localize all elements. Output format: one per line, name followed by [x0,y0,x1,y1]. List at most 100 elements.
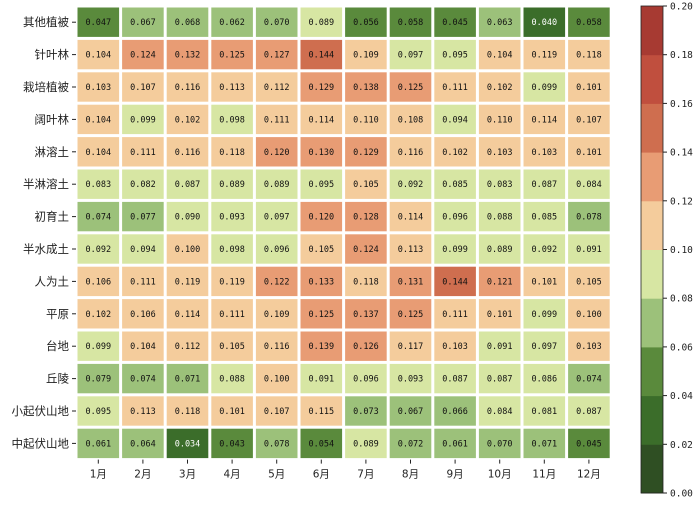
cell-value-label: 0.089 [219,180,245,190]
cell-value-label: 0.101 [219,407,245,417]
cell-value-label: 0.114 [175,310,201,320]
cell-value-label: 0.121 [487,277,513,287]
cell-value-label: 0.118 [353,277,379,287]
cell-value-label: 0.132 [175,51,201,61]
cell-value-label: 0.092 [532,245,558,255]
cell-value-label: 0.089 [487,245,513,255]
cell-value-label: 0.125 [309,310,335,320]
row-label: 初育土 [35,210,70,224]
heatmap-cell [300,104,343,135]
cell-value-label: 0.120 [264,148,290,158]
column-label: 7月 [357,469,374,481]
cell-value-label: 0.034 [175,439,201,449]
cell-value-label: 0.118 [576,51,602,61]
cell-value-label: 0.115 [309,407,335,417]
heatmap-cell [300,137,343,167]
heatmap-cell [211,266,253,297]
cell-value-label: 0.045 [442,18,468,28]
heatmap-cell [300,7,343,37]
heatmap-cell [122,72,164,102]
cell-value-label: 0.104 [487,51,513,61]
colorbar-segment [641,103,663,153]
cell-value-label: 0.097 [398,51,424,61]
heatmap-cell [255,39,298,70]
heatmap-cell [77,169,120,199]
cell-value-label: 0.108 [398,115,424,125]
cell-value-label: 0.125 [398,83,424,93]
heatmap-cell [345,234,387,264]
cell-value-label: 0.127 [264,51,290,61]
cell-value-label: 0.125 [219,51,245,61]
colorbar-tick-label: 0.08 [670,294,693,305]
cell-value-label: 0.058 [576,18,602,28]
heatmap-cell [77,7,120,37]
cell-value-label: 0.112 [175,342,201,352]
heatmap-cell [478,266,521,297]
heatmap-cell [166,234,209,264]
cell-value-label: 0.095 [86,407,112,417]
colorbar-segment [641,444,663,494]
cell-value-label: 0.087 [576,407,602,417]
heatmap-cell [166,201,209,232]
cell-value-label: 0.096 [353,375,379,385]
heatmap-cell [568,7,610,37]
cell-value-label: 0.126 [353,342,379,352]
cell-value-label: 0.047 [86,18,112,28]
heatmap-cell [255,266,298,297]
heatmap-cell [389,169,432,199]
cell-value-label: 0.114 [309,115,335,125]
heatmap-cell [77,72,120,102]
cell-value-label: 0.061 [86,439,112,449]
cell-value-label: 0.074 [130,375,156,385]
colorbar-segment [641,395,663,445]
column-label: 11月 [532,469,556,481]
cell-value-label: 0.087 [442,375,468,385]
colorbar-tick-label: 0.20 [670,2,693,13]
heatmap-cell [389,39,432,70]
cell-value-label: 0.105 [353,180,379,190]
heatmap-cell [478,201,521,232]
cell-value-label: 0.099 [532,83,558,93]
cell-value-label: 0.131 [398,277,424,287]
heatmap-cell [211,299,253,329]
cell-value-label: 0.129 [353,148,379,158]
cell-value-label: 0.062 [219,18,245,28]
cell-value-label: 0.111 [264,115,290,125]
heatmap-cell [77,234,120,264]
heatmap-cell [434,72,476,102]
cell-value-label: 0.067 [130,18,156,28]
heatmap-cell [389,428,432,459]
cell-value-label: 0.111 [442,310,468,320]
cell-value-label: 0.109 [264,310,290,320]
row-labels: 其他植被针叶林栽培植被阔叶林淋溶土半淋溶土初育土半水成土人为土平原台地丘陵小起伏… [12,15,76,450]
cell-value-label: 0.114 [532,115,558,125]
cell-value-label: 0.116 [264,342,290,352]
colorbar-tick-label: 0.16 [670,99,693,110]
heatmap-cell [211,428,253,459]
row-label: 栽培植被 [23,80,69,94]
heatmap-cell [523,363,566,394]
heatmap-cell [255,234,298,264]
heatmap-cell [523,104,566,135]
cell-value-label: 0.083 [86,180,112,190]
heatmap-cell [434,266,476,297]
heatmap-cell [166,396,209,426]
cell-value-label: 0.144 [442,277,468,287]
column-label: 4月 [224,469,241,481]
heatmap-cell [77,428,120,459]
cell-value-label: 0.101 [487,310,513,320]
cell-value-label: 0.110 [353,115,379,125]
cell-value-label: 0.105 [309,245,335,255]
cell-value-label: 0.139 [309,342,335,352]
heatmap-cell [166,428,209,459]
cell-value-label: 0.081 [532,407,558,417]
heatmap-cell [255,299,298,329]
heatmap-cell [166,39,209,70]
heatmap-cell [122,7,164,37]
cell-value-label: 0.095 [309,180,335,190]
heatmap-cell [255,72,298,102]
cell-value-label: 0.079 [86,375,112,385]
heatmap-cell [255,104,298,135]
heatmap-cell [122,331,164,361]
